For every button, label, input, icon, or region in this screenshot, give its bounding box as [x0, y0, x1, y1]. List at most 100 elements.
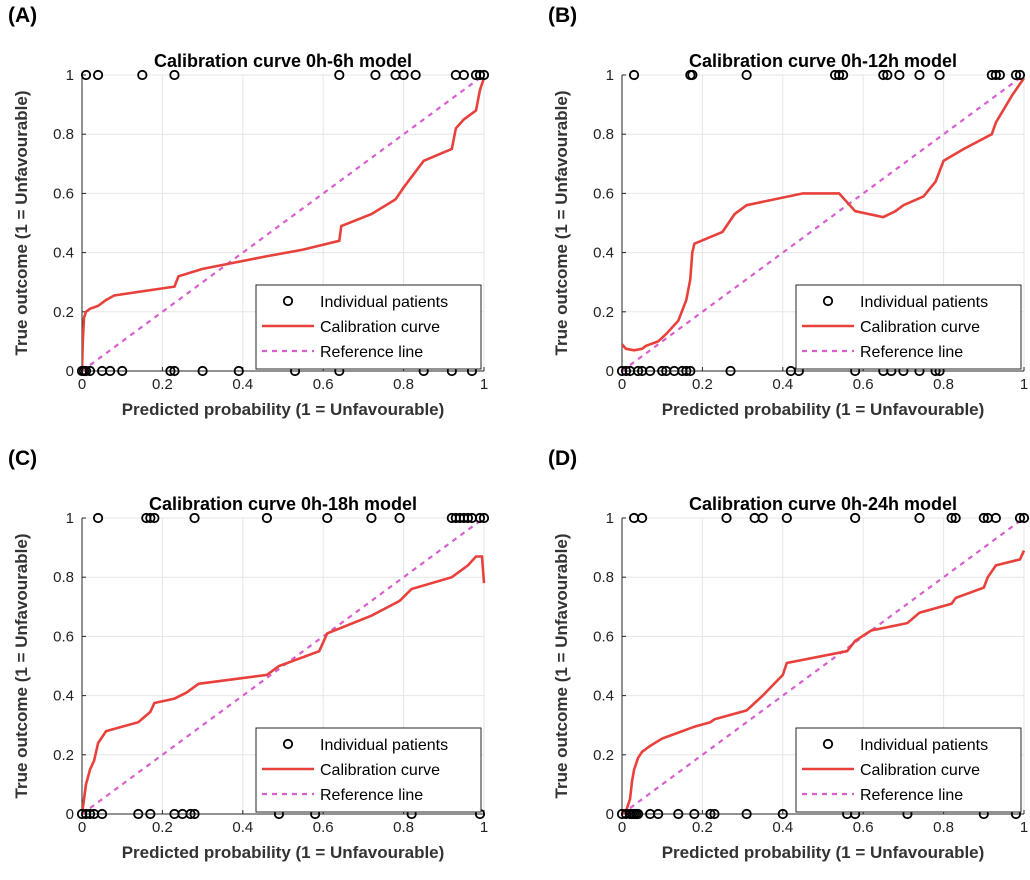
patient-point	[462, 512, 474, 524]
x-tick-label: 1	[1020, 376, 1028, 393]
patient-point	[80, 69, 92, 81]
patient-point	[689, 808, 700, 820]
y-tick-label: 0	[66, 363, 74, 380]
patient-point	[1014, 69, 1026, 81]
patient-point	[914, 512, 925, 524]
x-tick-label: 0.8	[933, 819, 954, 836]
patient-point	[990, 512, 1001, 524]
patient-point	[950, 512, 961, 524]
y-tick-label: 0.8	[593, 126, 614, 143]
patient-point	[185, 808, 196, 820]
y-tick-label: 0	[606, 363, 614, 380]
patient-point	[781, 512, 792, 524]
x-tick-label: 0	[618, 376, 626, 393]
legend-label: Calibration curve	[860, 319, 980, 336]
x-tick-label: 0.2	[692, 376, 713, 393]
patient-point	[165, 365, 176, 377]
y-tick-label: 0.8	[593, 569, 614, 586]
patient-point	[705, 808, 716, 820]
patient-point	[478, 69, 490, 81]
patient-point	[653, 808, 664, 820]
y-axis-label: True outcome (1 = Unfavourable)	[552, 91, 571, 356]
patient-point	[833, 69, 845, 81]
patient-point	[370, 69, 381, 81]
patient-points	[616, 512, 1030, 820]
x-tick-label: 0.8	[393, 376, 414, 393]
x-tick-label: 0.6	[853, 376, 874, 393]
x-axis-label: Predicted probability (1 = Unfavourable)	[122, 400, 445, 419]
x-tick-label: 0.2	[692, 819, 713, 836]
y-tick-label: 0.4	[53, 245, 74, 262]
reference-line	[622, 74, 1025, 372]
patient-point	[741, 69, 752, 81]
legend-label: Individual patients	[320, 294, 448, 311]
patient-point	[398, 69, 409, 81]
x-tick-label: 0.6	[313, 376, 334, 393]
patient-point	[261, 512, 273, 524]
patient-point	[681, 365, 692, 377]
patient-point	[92, 512, 104, 524]
y-tick-label: 0.2	[593, 304, 614, 321]
patient-point	[458, 69, 469, 81]
patient-point	[725, 365, 736, 377]
calibration-curve	[82, 555, 486, 815]
legend-marker-scatter	[822, 295, 834, 307]
x-tick-label: 0.8	[933, 376, 954, 393]
y-tick-label: 0.6	[53, 185, 74, 202]
x-tick-label: 0.6	[313, 819, 334, 836]
patient-point	[721, 512, 732, 524]
panel-label: (B)	[548, 4, 578, 27]
reference-line	[82, 517, 485, 815]
x-tick-label: 1	[480, 819, 488, 836]
x-tick-label: 1	[480, 376, 488, 393]
patient-points	[76, 69, 490, 377]
panel-d: (D) 0 0.2 0.4 0.6 0.8 1 0 0.2 0.4 0.6 0.8 1 Calibrat…	[540, 443, 1030, 880]
y-tick-label: 0.6	[593, 628, 614, 645]
patient-points	[76, 512, 490, 820]
patient-point	[169, 69, 180, 81]
patient-point	[1018, 512, 1030, 524]
patient-point	[145, 512, 156, 524]
x-tick-label: 0.4	[772, 376, 793, 393]
panel-a: (A) 0 0.2 0.4 0.6 0.8 1 0 0.2 0.4 0.6 0.8 1 Calibrat…	[0, 0, 515, 437]
y-tick-label: 1	[606, 67, 614, 84]
calibration-curve	[622, 77, 1026, 352]
patient-point	[189, 808, 200, 820]
chart-title: Calibration curve 0h-24h model	[689, 494, 957, 514]
y-tick-label: 0.4	[53, 688, 74, 705]
panel-label: (A)	[8, 4, 38, 27]
x-axis-label: Predicted probability (1 = Unfavourable)	[122, 843, 445, 862]
y-tick-label: 1	[66, 67, 74, 84]
patient-point	[97, 808, 108, 820]
patient-point	[169, 365, 180, 377]
patient-point	[80, 365, 92, 377]
panel-b: (B) 0 0.2 0.4 0.6 0.8 1 0 0.2 0.4 0.6 0.8 1 Calibrat…	[540, 0, 1030, 437]
patient-point	[673, 808, 684, 820]
legend-label: Calibration curve	[320, 762, 440, 779]
panel-c: (C) 0 0.2 0.4 0.6 0.8 1 0 0.2 0.4 0.6 0.8 1 Calibrat…	[0, 443, 515, 880]
legend-label: Calibration curve	[860, 762, 980, 779]
patient-point	[233, 365, 244, 377]
patient-point	[657, 365, 668, 377]
panel-label: (C)	[8, 447, 38, 470]
legend-label: Individual patients	[860, 294, 988, 311]
panel-label: (D)	[548, 447, 578, 470]
legend-label: Individual patients	[320, 737, 448, 754]
legend: Individual patients Calibration curve Refe…	[255, 727, 482, 813]
y-tick-label: 1	[606, 510, 614, 527]
x-tick-label: 0.2	[152, 819, 173, 836]
legend-marker-scatter	[822, 738, 834, 750]
patient-point	[994, 69, 1005, 81]
y-tick-label: 0	[66, 806, 74, 823]
x-tick-label: 0.8	[393, 819, 414, 836]
calibration-curve	[82, 77, 486, 372]
chart-title: Calibration curve 0h-18h model	[149, 494, 417, 514]
patient-point	[84, 808, 96, 820]
patient-point	[990, 69, 1001, 81]
patient-point	[410, 69, 421, 81]
patient-point	[850, 512, 861, 524]
legend-label: Reference line	[320, 344, 423, 361]
x-axis-label: Predicted probability (1 = Unfavourable)	[662, 843, 985, 862]
patient-point	[84, 365, 96, 377]
patient-point	[687, 69, 698, 81]
